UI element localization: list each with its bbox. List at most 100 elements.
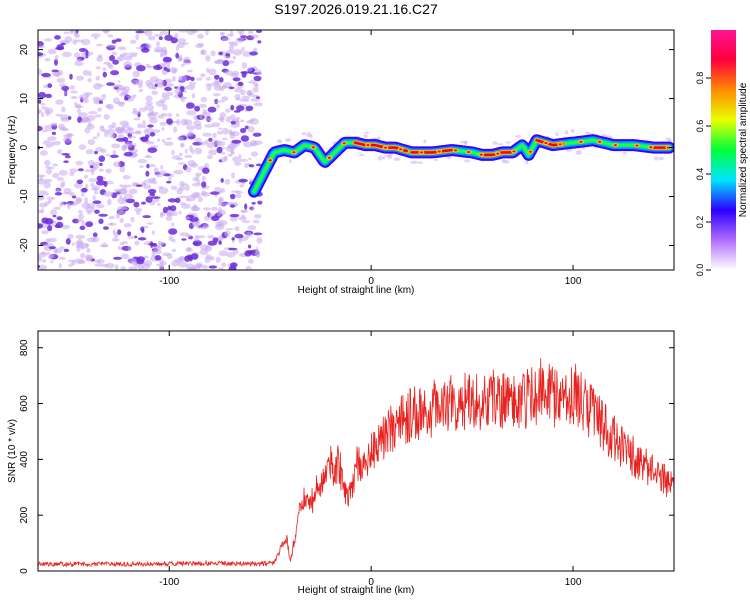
noise-blob <box>38 178 47 185</box>
noise-blob <box>45 242 54 247</box>
noise-blob <box>116 87 126 91</box>
noise-blob <box>94 114 102 118</box>
noise-blob <box>128 54 138 58</box>
noise-blob <box>241 95 250 101</box>
noise-blob <box>229 73 239 78</box>
noise-blob <box>152 243 157 247</box>
noise-blob <box>171 69 177 74</box>
noise-blob <box>70 95 78 100</box>
noise-blob <box>146 154 150 158</box>
noise-blob <box>119 166 126 173</box>
noise-blob <box>50 260 54 264</box>
noise-blob <box>191 206 201 212</box>
noise-blob <box>199 114 203 120</box>
ridge-peak-core <box>579 140 583 143</box>
noise-blob <box>90 33 101 38</box>
noise-blob <box>132 70 140 78</box>
noise-blob <box>86 248 91 253</box>
noise-blob <box>174 33 179 39</box>
noise-blob <box>162 104 168 111</box>
ridge-halo <box>363 134 368 138</box>
noise-blob <box>178 261 188 268</box>
noise-blob <box>216 104 220 109</box>
noise-blob <box>192 242 199 246</box>
noise-blob <box>142 120 146 126</box>
noise-blob <box>103 226 109 230</box>
noise-blob <box>98 218 104 225</box>
noise-blob <box>249 178 254 184</box>
noise-blob <box>145 63 151 68</box>
noise-blob <box>158 187 169 195</box>
ridge-halo <box>388 153 393 157</box>
noise-blob <box>225 108 231 113</box>
noise-blob <box>136 65 146 72</box>
noise-blob <box>208 265 218 269</box>
noise-blob <box>88 111 98 115</box>
noise-blob <box>214 186 222 193</box>
noise-blob <box>68 263 74 267</box>
noise-blob <box>76 179 84 185</box>
noise-blob <box>228 45 234 51</box>
noise-blob <box>166 118 173 125</box>
noise-blob <box>38 252 47 258</box>
noise-blob <box>234 226 240 232</box>
ridge-hot-core <box>410 148 454 154</box>
noise-blob <box>232 56 237 60</box>
ridge-halo <box>564 130 569 135</box>
noise-blob <box>249 51 258 56</box>
noise-blob <box>217 210 222 217</box>
noise-blob <box>229 131 235 136</box>
noise-blob <box>45 93 52 99</box>
noise-blob <box>89 165 94 169</box>
noise-blob <box>229 114 236 121</box>
noise-blob <box>85 149 94 155</box>
noise-blob <box>154 79 165 85</box>
noise-blob <box>159 31 169 35</box>
noise-blob <box>88 120 92 128</box>
noise-blob <box>119 217 124 223</box>
noise-blob <box>248 80 256 84</box>
noise-blob <box>178 30 189 33</box>
noise-blob <box>212 93 221 97</box>
noise-blob <box>180 118 188 126</box>
noise-blob <box>74 258 84 264</box>
noise-blob <box>132 152 139 158</box>
noise-blob <box>135 79 144 85</box>
noise-blob <box>81 192 85 197</box>
noise-blob <box>169 205 177 212</box>
noise-blob <box>232 49 243 56</box>
noise-blob <box>134 240 140 246</box>
noise-blob <box>54 248 63 254</box>
noise-blob <box>57 149 63 155</box>
noise-blob <box>224 178 231 185</box>
noise-blob <box>238 158 249 162</box>
noise-blob <box>149 180 158 185</box>
noise-blob <box>137 159 147 164</box>
noise-blob <box>102 30 110 33</box>
noise-blob <box>135 33 140 41</box>
noise-blob <box>172 211 178 217</box>
noise-blob <box>158 240 162 245</box>
noise-blob <box>38 256 42 262</box>
ridge-peak-core <box>327 156 331 159</box>
noise-blob <box>74 105 84 109</box>
noise-blob <box>95 66 101 70</box>
noise-blob <box>98 168 105 172</box>
noise-blob <box>149 132 156 137</box>
noise-blob <box>99 125 105 129</box>
noise-blob <box>105 262 115 269</box>
noise-blob <box>159 121 167 126</box>
noise-blob <box>188 214 194 218</box>
noise-blob <box>240 119 245 123</box>
noise-blob <box>56 177 64 181</box>
noise-blob <box>204 215 210 221</box>
noise-blob <box>74 60 84 67</box>
ridge-peak-core <box>635 144 639 147</box>
ridge-peak-core <box>453 149 458 152</box>
noise-blob <box>240 71 250 74</box>
x-tick-label: -100 <box>159 276 179 287</box>
noise-blob <box>88 70 92 77</box>
noise-blob <box>143 260 153 267</box>
noise-blob <box>222 127 229 135</box>
